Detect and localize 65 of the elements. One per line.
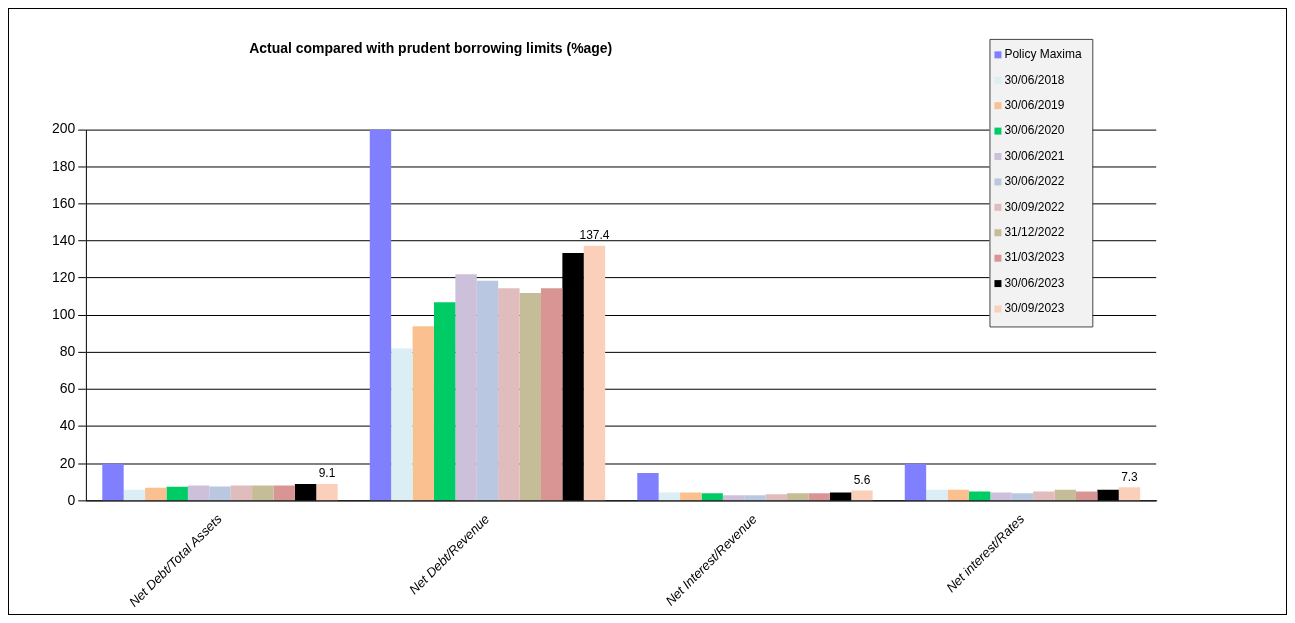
bar xyxy=(744,495,766,501)
data-label: 5.6 xyxy=(853,472,871,487)
bar xyxy=(273,485,295,501)
data-label: 137.4 xyxy=(579,228,610,243)
y-tick-label: 0 xyxy=(67,491,76,508)
legend-label: 30/06/2018 xyxy=(1004,72,1065,87)
bar xyxy=(166,486,188,501)
legend-label: 31/03/2023 xyxy=(1004,250,1065,265)
y-tick-label: 120 xyxy=(51,268,76,285)
bar xyxy=(369,129,392,501)
bar xyxy=(722,495,745,501)
bar xyxy=(316,483,338,501)
y-tick-label: 60 xyxy=(59,380,76,397)
legend-label: 30/06/2020 xyxy=(1004,123,1065,138)
bar xyxy=(926,489,948,501)
y-tick-label: 40 xyxy=(59,417,76,434)
data-label: 9.1 xyxy=(318,466,336,481)
y-tick-label: 160 xyxy=(51,194,76,211)
legend-label: 30/06/2019 xyxy=(1004,97,1065,112)
chart-title: Actual compared with prudent borrowing limits (%age) xyxy=(249,39,613,56)
legend-label: 30/06/2021 xyxy=(1004,148,1065,163)
bar xyxy=(476,280,499,501)
bar xyxy=(680,492,702,501)
bar xyxy=(102,463,124,501)
y-tick-label: 20 xyxy=(59,454,76,471)
bar xyxy=(123,489,146,501)
bar xyxy=(904,463,927,501)
bar xyxy=(455,274,477,501)
bar xyxy=(990,492,1012,501)
legend-label: 31/12/2022 xyxy=(1004,225,1065,240)
bar xyxy=(252,485,274,501)
bar xyxy=(765,494,788,501)
bar xyxy=(187,485,210,501)
bar xyxy=(851,490,873,501)
bar xyxy=(1118,487,1141,501)
bar xyxy=(519,292,541,501)
y-tick-label: 100 xyxy=(51,306,76,323)
bar xyxy=(583,245,606,501)
legend-label: 30/09/2022 xyxy=(1004,199,1065,214)
legend-label: Policy Maxima xyxy=(1004,47,1082,62)
y-tick-label: 180 xyxy=(51,157,76,174)
bar xyxy=(658,492,681,501)
legend-label: 30/06/2023 xyxy=(1004,275,1065,290)
legend-label: 30/09/2023 xyxy=(1004,301,1065,316)
bar xyxy=(1033,491,1055,501)
bar xyxy=(701,493,723,501)
bar xyxy=(808,493,830,501)
bar xyxy=(412,326,434,501)
bar xyxy=(391,348,413,501)
bar xyxy=(947,489,969,501)
bar xyxy=(145,487,167,501)
y-tick-label: 140 xyxy=(51,231,76,248)
bar xyxy=(1054,489,1076,501)
bar xyxy=(498,288,520,501)
legend-label: 30/06/2022 xyxy=(1004,174,1065,189)
bar xyxy=(433,302,456,501)
bar xyxy=(540,288,563,501)
bar xyxy=(230,485,253,501)
y-tick-label: 200 xyxy=(51,120,76,137)
bar xyxy=(787,493,809,501)
y-tick-label: 80 xyxy=(59,343,76,360)
bar xyxy=(637,472,659,501)
bar xyxy=(1011,493,1034,501)
bar xyxy=(209,486,231,501)
data-label: 7.3 xyxy=(1121,469,1139,484)
